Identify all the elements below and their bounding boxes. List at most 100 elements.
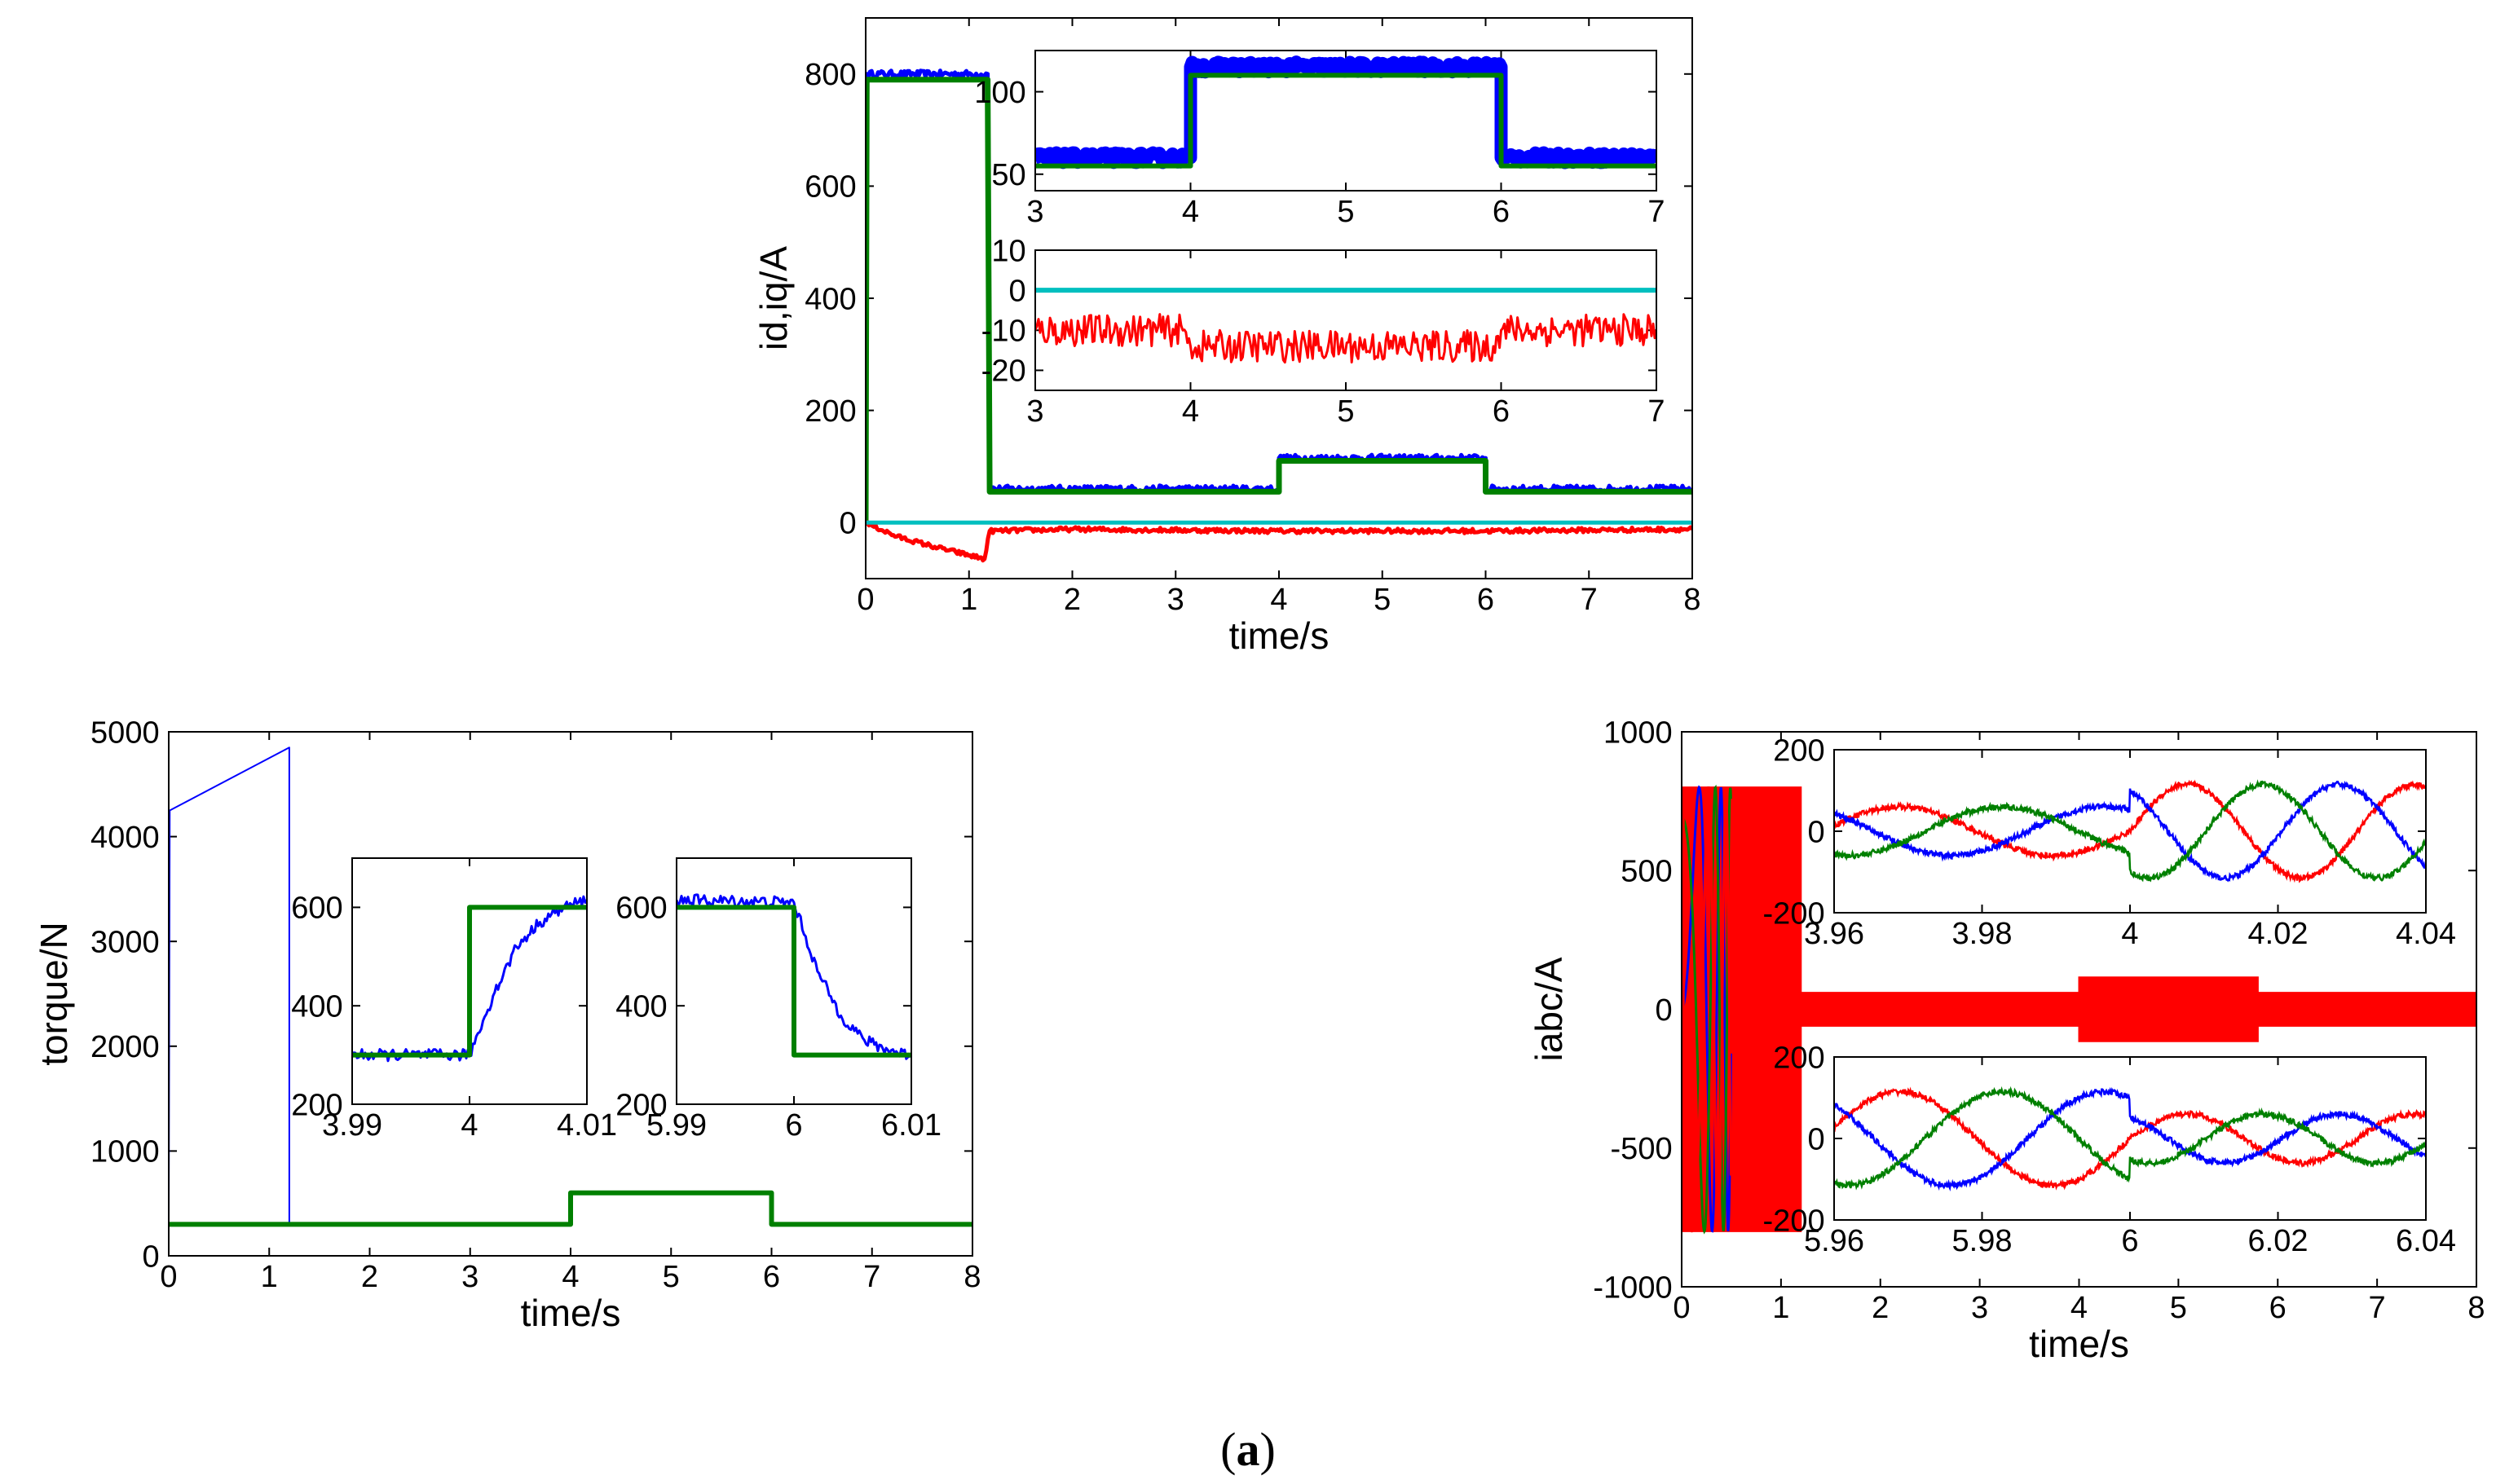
torque-inset-0-ytick-label-0: 200 — [291, 1088, 342, 1122]
idiq-inset-1-frame — [1034, 249, 1657, 391]
idiq-series-id — [866, 520, 1692, 563]
torque-inset-0-plot-area — [352, 895, 587, 1063]
iabc-xlabel: time/s — [2029, 1323, 2129, 1365]
torque-xtick-label-2: 2 — [361, 1260, 378, 1294]
iabc-inset-0-xtick-label-2: 4 — [2121, 917, 2138, 951]
torque-inset-1-xtick-label-0: 5.99 — [646, 1108, 707, 1143]
idiq-xlabel: time/s — [1229, 614, 1330, 657]
iabc-inset-0-ytick-label-1: 0 — [1807, 815, 1824, 849]
idiq-inset-0-plot-area — [1035, 55, 1656, 170]
idiq-inset-1-xtick-label-1: 4 — [1182, 394, 1199, 429]
iabc-inset-1-phase-2 — [1834, 1085, 2426, 1191]
idiq-xtick-label-0: 0 — [857, 583, 874, 617]
chart-idiq: 0 1 2 3 4 5 6 7 8 0 200 400 600 800 time/s id,iq/A 3 4 5 6 7… — [752, 17, 1701, 657]
iabc-ytick-label-3: 500 — [1621, 855, 1672, 889]
idiq-inset-1: 3 4 5 6 7 -20 -10 0 10 — [981, 234, 1665, 429]
iabc-plot-area — [1682, 784, 2476, 1235]
torque-frame — [168, 731, 973, 1257]
torque-inset-1-plot-area — [677, 893, 911, 1060]
idiq-inset-1-xtick-label-0: 3 — [1026, 394, 1043, 429]
iabc-inset-1-xtick-label-1: 5.98 — [1952, 1224, 2013, 1258]
chart-iabc: 0 1 2 3 4 5 6 7 8-1000-50005001000time/siabc/A3.… — [1528, 716, 2485, 1365]
idiq-inset-1-xtick-label-2: 5 — [1337, 394, 1354, 429]
torque-xtick-label-6: 6 — [763, 1260, 780, 1294]
idiq-xtick-label-6: 6 — [1477, 583, 1494, 617]
idiq-inset-1-ytick-label-0: -20 — [981, 354, 1026, 389]
iabc-inset-0-frame — [1833, 749, 2427, 914]
iabc-inset-0-xtick-label-0: 3.96 — [1804, 917, 1864, 951]
torque-inset-0-xtick-label-0: 3.99 — [322, 1108, 382, 1143]
iabc-xtick-label-1: 1 — [1772, 1291, 1789, 1325]
iabc-ytick-label-1: -500 — [1611, 1132, 1673, 1166]
iabc-inset-1-xtick-label-0: 5.96 — [1804, 1224, 1864, 1258]
idiq-xtick-label-8: 8 — [1683, 583, 1700, 617]
idiq-inset-0-ytick-label-0: 50 — [991, 158, 1025, 192]
iabc-frame — [1681, 731, 2477, 1288]
iabc-inset-1-phase-1 — [1834, 1086, 2426, 1191]
torque-xlabel: time/s — [521, 1292, 621, 1334]
iabc-inset-0: 3.96 3.98 4 4.02 4.04 -200 0 200 — [1763, 733, 2456, 951]
torque-inset-1-frame — [676, 857, 912, 1105]
iabc-inset-1-xtick-label-2: 6 — [2121, 1224, 2138, 1258]
torque-xtick-label-1: 1 — [261, 1260, 278, 1294]
iabc-inset-0-xtick-label-1: 3.98 — [1952, 917, 2013, 951]
iabc-inset-1-ytick-label-0: -200 — [1763, 1204, 1825, 1238]
torque-inset-0-ytick-label-1: 400 — [291, 990, 342, 1024]
idiq-inset-1-xtick-label-3: 6 — [1493, 394, 1510, 429]
iabc-inset-1-frame — [1833, 1056, 2427, 1221]
torque-xtick-label-7: 7 — [863, 1260, 880, 1294]
torque-inset-1-xtick-label-1: 6 — [785, 1108, 802, 1143]
idiq-ytick-label-4: 800 — [805, 58, 856, 92]
torque-series-torque_ref — [169, 1190, 972, 1227]
iabc-xtick-label-4: 4 — [2070, 1291, 2088, 1325]
idiq-inset-1-ytick-label-2: 0 — [1008, 274, 1025, 308]
iabc-series-iabc-startup-0 — [1682, 785, 1732, 1233]
iabc-inset-0-phase-0 — [1834, 779, 2426, 883]
torque-ytick-label-4: 4000 — [90, 821, 160, 855]
idiq-xtick-label-2: 2 — [1064, 583, 1081, 617]
idiq-ytick-label-1: 200 — [805, 394, 856, 429]
torque-xtick-label-0: 0 — [160, 1260, 177, 1294]
iabc-xtick-label-6: 6 — [2269, 1291, 2287, 1325]
torque-inset-1-series-torque_ref — [677, 905, 911, 1058]
iabc-inset-0-xtick-label-4: 4.04 — [2396, 917, 2456, 951]
idiq-inset-0-xtick-label-3: 6 — [1493, 195, 1510, 229]
idiq-inset-0-series-iq — [1035, 55, 1656, 170]
idiq-frame — [865, 17, 1693, 579]
iabc-inset-1-xtick-label-4: 6.04 — [2396, 1224, 2456, 1258]
idiq-inset-1-background — [1035, 250, 1656, 390]
iabc-inset-0-ytick-label-0: -200 — [1763, 896, 1825, 931]
torque-xtick-label-3: 3 — [461, 1260, 478, 1294]
iabc-inset-0-plot-area — [1834, 779, 2426, 883]
torque-inset-1: 5.99 6 6.01 200 400 600 — [615, 857, 942, 1143]
torque-inset-0: 3.99 4 4.01 200 400 600 — [291, 857, 617, 1143]
iabc-inset-1-ytick-label-1: 0 — [1807, 1122, 1824, 1156]
idiq-xtick-label-3: 3 — [1167, 583, 1184, 617]
torque-inset-1-ytick-label-0: 200 — [615, 1088, 667, 1122]
torque-inset-0-xtick-label-2: 4.01 — [557, 1108, 617, 1143]
iabc-series-iabc-startup-2 — [1682, 786, 1732, 1233]
iabc-inset-0-phase-2 — [1834, 779, 2426, 883]
iabc-inset-0-phase-1 — [1834, 780, 2426, 883]
idiq-inset-1-series-id — [1035, 313, 1656, 364]
torque-ytick-label-0: 0 — [142, 1240, 159, 1274]
idiq-inset-1-ytick-label-1: -10 — [981, 315, 1026, 349]
idiq-xtick-label-4: 4 — [1270, 583, 1287, 617]
idiq-inset-0-series-iq_ref — [1035, 73, 1656, 169]
torque-xtick-label-4: 4 — [562, 1260, 579, 1294]
iabc-inset-0-ytick-label-2: 200 — [1773, 733, 1824, 768]
iabc-xtick-label-2: 2 — [1872, 1291, 1889, 1325]
iabc-xtick-label-8: 8 — [2467, 1291, 2485, 1325]
idiq-inset-0-xtick-label-4: 7 — [1647, 195, 1665, 229]
idiq-ytick-label-2: 400 — [805, 282, 856, 316]
torque-ylabel: torque/N — [33, 922, 75, 1065]
iabc-inset-1-xtick-label-3: 6.02 — [2248, 1224, 2309, 1258]
torque-inset-1-ytick-label-1: 400 — [615, 990, 667, 1024]
iabc-ylabel: iabc/A — [1528, 957, 1570, 1061]
idiq-xtick-label-5: 5 — [1374, 583, 1391, 617]
torque-ytick-label-3: 3000 — [90, 926, 160, 960]
idiq-inset-0: 3 4 5 6 7 50 100 — [974, 50, 1665, 229]
torque-xtick-label-5: 5 — [663, 1260, 680, 1294]
idiq-series-iq_ref — [866, 77, 1692, 523]
